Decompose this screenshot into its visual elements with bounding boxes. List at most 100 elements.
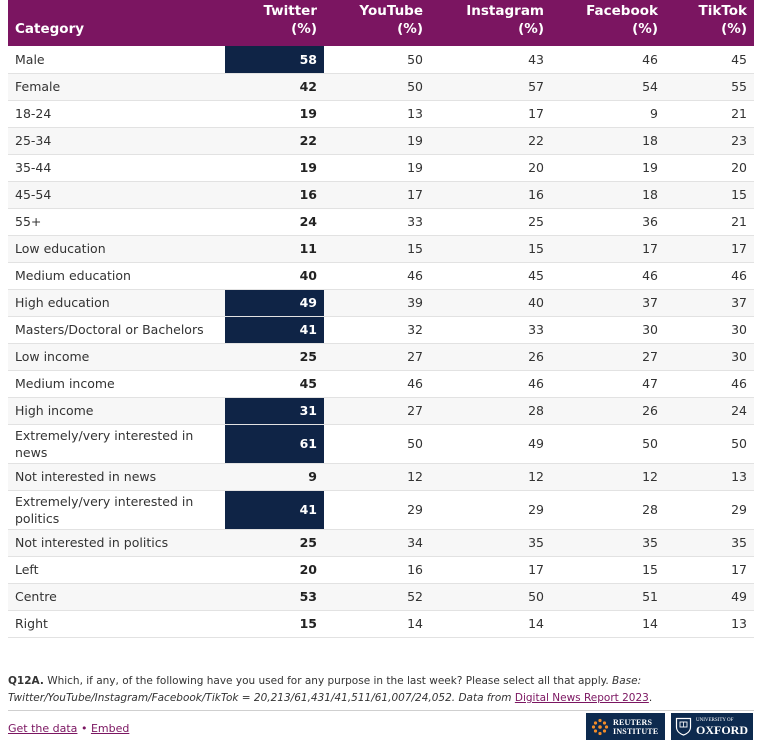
table-row: 18-24 19 13 17 9 21 <box>8 100 754 128</box>
data-table: Category Twitter (%) YouTube (%) Instagram… <box>8 0 754 638</box>
row-label: Female <box>8 73 225 101</box>
oxford-crest-icon <box>675 717 692 736</box>
table-row: 45-54 16 17 16 18 15 <box>8 181 754 209</box>
cell-tiktok: 50 <box>665 424 754 464</box>
cell-facebook: 51 <box>551 583 665 611</box>
table-row: Female 42 50 57 54 55 <box>8 73 754 101</box>
row-label: High income <box>8 397 225 425</box>
table-row: High education 49 39 40 37 37 <box>8 289 754 317</box>
oxford-logo[interactable]: UNIVERSITY OF OXFORD <box>671 713 753 740</box>
cell-tiktok: 37 <box>665 289 754 317</box>
cell-twitter: 22 <box>225 127 324 155</box>
header-youtube-name: YouTube <box>359 3 423 19</box>
cell-tiktok: 30 <box>665 343 754 371</box>
cell-facebook: 54 <box>551 73 665 101</box>
header-facebook-unit: (%) <box>632 21 658 37</box>
cell-twitter: 58 <box>225 46 324 74</box>
table-row: Not interested in politics 25 34 35 35 35 <box>8 529 754 557</box>
row-label: 45-54 <box>8 181 225 209</box>
cell-facebook: 35 <box>551 529 665 557</box>
cell-twitter: 61 <box>225 424 324 464</box>
cell-instagram: 35 <box>430 529 551 557</box>
table-row: Right 15 14 14 14 13 <box>8 610 754 638</box>
cell-tiktok: 49 <box>665 583 754 611</box>
cell-instagram: 40 <box>430 289 551 317</box>
cell-youtube: 14 <box>324 610 430 638</box>
header-row: Category Twitter (%) YouTube (%) Instagram… <box>8 0 754 46</box>
cell-twitter: 49 <box>225 289 324 317</box>
oxford-logo-line2: OXFORD <box>696 722 748 737</box>
cell-tiktok: 13 <box>665 610 754 638</box>
embed-link[interactable]: Embed <box>90 722 130 735</box>
table-row: Medium income 45 46 46 47 46 <box>8 370 754 398</box>
cell-youtube: 46 <box>324 262 430 290</box>
cell-instagram: 20 <box>430 154 551 182</box>
reuters-dots-icon <box>591 718 609 735</box>
row-label: 55+ <box>8 208 225 236</box>
cell-instagram: 57 <box>430 73 551 101</box>
cell-twitter: 42 <box>225 73 324 101</box>
source-link[interactable]: Digital News Report 2023 <box>514 692 649 704</box>
row-label: 18-24 <box>8 100 225 128</box>
cell-youtube: 27 <box>324 397 430 425</box>
cell-facebook: 12 <box>551 463 665 491</box>
cell-twitter: 24 <box>225 208 324 236</box>
header-twitter-name: Twitter <box>263 3 317 19</box>
cell-twitter: 19 <box>225 100 324 128</box>
cell-youtube: 12 <box>324 463 430 491</box>
cell-tiktok: 13 <box>665 463 754 491</box>
header-tiktok-name: TikTok <box>698 3 747 19</box>
reuters-institute-logo[interactable]: REUTERS INSTITUTE <box>586 713 665 740</box>
table-row: 25-34 22 19 22 18 23 <box>8 127 754 155</box>
footnote-base: Twitter/YouTube/Instagram/Facebook/TikTo… <box>8 692 512 704</box>
reuters-logo-text: REUTERS INSTITUTE <box>613 718 658 736</box>
table-body: Male 58 50 43 46 45 Female 42 50 57 54 55 18-24 19 13 1… <box>8 46 754 638</box>
cell-facebook: 46 <box>551 262 665 290</box>
cell-twitter: 25 <box>225 529 324 557</box>
table-row: 35-44 19 19 20 19 20 <box>8 154 754 182</box>
cell-instagram: 26 <box>430 343 551 371</box>
row-label: Medium income <box>8 370 225 398</box>
row-label: Masters/Doctoral or Bachelors <box>8 316 225 344</box>
table-row: Medium education 40 46 45 46 46 <box>8 262 754 290</box>
cell-instagram: 12 <box>430 463 551 491</box>
cell-youtube: 33 <box>324 208 430 236</box>
cell-youtube: 46 <box>324 370 430 398</box>
table-row: 55+ 24 33 25 36 21 <box>8 208 754 236</box>
header-instagram: Instagram (%) <box>430 0 551 46</box>
cell-tiktok: 55 <box>665 73 754 101</box>
cell-instagram: 49 <box>430 424 551 464</box>
cell-youtube: 13 <box>324 100 430 128</box>
cell-facebook: 46 <box>551 46 665 74</box>
oxford-logo-line1: UNIVERSITY OF <box>696 717 734 723</box>
cell-facebook: 9 <box>551 100 665 128</box>
row-label: 25-34 <box>8 127 225 155</box>
cell-twitter: 16 <box>225 181 324 209</box>
cell-instagram: 17 <box>430 100 551 128</box>
cell-instagram: 28 <box>430 397 551 425</box>
cell-instagram: 22 <box>430 127 551 155</box>
row-label: Male <box>8 46 225 74</box>
cell-tiktok: 45 <box>665 46 754 74</box>
row-label: Extremely/very interested in politics <box>8 490 225 530</box>
cell-tiktok: 24 <box>665 397 754 425</box>
cell-instagram: 33 <box>430 316 551 344</box>
get-data-link[interactable]: Get the data <box>8 722 78 735</box>
table-row: Centre 53 52 50 51 49 <box>8 583 754 611</box>
cell-facebook: 30 <box>551 316 665 344</box>
header-youtube-unit: (%) <box>397 21 423 37</box>
cell-twitter: 9 <box>225 463 324 491</box>
cell-tiktok: 46 <box>665 370 754 398</box>
header-tiktok: TikTok (%) <box>665 0 754 46</box>
cell-twitter: 20 <box>225 556 324 584</box>
cell-twitter: 53 <box>225 583 324 611</box>
table-row: Male 58 50 43 46 45 <box>8 46 754 74</box>
table-row: Extremely/very interested in politics 41 2… <box>8 490 754 530</box>
header-twitter: Twitter (%) <box>225 0 324 46</box>
cell-tiktok: 30 <box>665 316 754 344</box>
cell-facebook: 26 <box>551 397 665 425</box>
cell-youtube: 27 <box>324 343 430 371</box>
cell-facebook: 19 <box>551 154 665 182</box>
footnote-end: . <box>648 692 653 704</box>
row-label: Not interested in news <box>8 463 225 491</box>
